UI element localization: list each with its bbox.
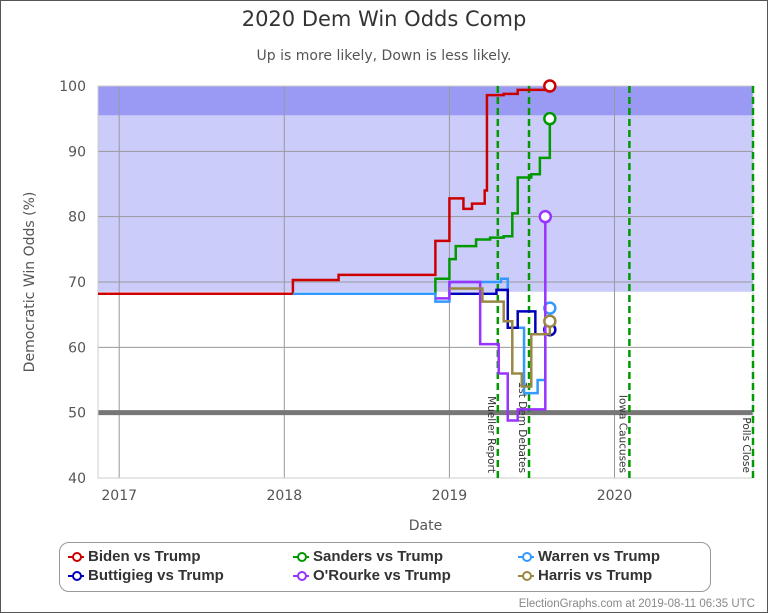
band-1	[98, 115, 753, 292]
y-tick-label: 70	[68, 275, 86, 291]
legend-marker-icon	[293, 551, 309, 562]
legend-marker-icon	[518, 570, 534, 581]
legend-marker-icon	[293, 570, 309, 581]
chart-title: 2020 Dem Win Odds Comp	[241, 7, 527, 31]
legend-item[interactable]: Buttigieg vs Trump	[68, 567, 224, 584]
legend-item[interactable]: Warren vs Trump	[518, 548, 660, 565]
credit: ElectionGraphs.com at 2019-08-11 06:35 U…	[518, 598, 755, 610]
y-tick-label: 60	[68, 340, 86, 356]
chart-subtitle: Up is more likely, Down is less likely.	[256, 48, 512, 64]
series-line-0	[98, 86, 552, 296]
event-label: 1st Dem Debates	[516, 382, 528, 473]
y-tick-label: 40	[68, 471, 86, 487]
series-line-5	[449, 287, 552, 388]
plot-area: 40 50 60 70 80 90 100 2017 2018 2019 2020 Mueller R…	[22, 79, 755, 534]
legend-label: O'Rourke vs Trump	[313, 567, 451, 584]
legend-label: Warren vs Trump	[538, 548, 660, 565]
series-line-1	[292, 118, 552, 296]
x-tick-label: 2019	[432, 488, 468, 504]
legend-label: Buttigieg vs Trump	[88, 567, 224, 584]
event-label: Iowa Caucuses	[616, 395, 628, 473]
legend-label: Biden vs Trump	[88, 548, 201, 565]
series-line-4	[435, 216, 547, 422]
y-axis-title: Democratic Win Odds (%)	[22, 192, 38, 373]
legend-item[interactable]: Sanders vs Trump	[293, 548, 443, 565]
x-tick-label: 2020	[597, 488, 633, 504]
legend-marker-icon	[518, 551, 534, 562]
legend-label: Sanders vs Trump	[313, 548, 444, 565]
plot-border	[97, 85, 754, 479]
y-tick-label: 100	[59, 79, 86, 95]
series-end-marker-5	[543, 314, 557, 328]
x-tick-label: 2018	[266, 488, 302, 504]
x-axis-title: Date	[409, 518, 442, 534]
legend-marker-icon	[68, 570, 84, 581]
x-tick-label: 2017	[101, 488, 137, 504]
legend-item[interactable]: Harris vs Trump	[518, 567, 652, 584]
series-end-marker-1	[543, 111, 557, 126]
y-tick-label: 50	[68, 406, 86, 422]
series-end-marker-0	[543, 79, 557, 93]
band-0	[98, 86, 753, 116]
legend-marker-icon	[68, 551, 84, 562]
event-label: Polls Close	[740, 417, 752, 473]
y-tick-label: 80	[68, 210, 86, 226]
legend-item[interactable]: Biden vs Trump	[68, 548, 201, 565]
series-line-3	[449, 288, 552, 336]
event-label: Mueller Report	[485, 396, 497, 473]
series-end-marker-4	[538, 209, 553, 224]
legend: Biden vs Trump Sanders vs Trump Warren vs …	[59, 542, 711, 592]
y-tick-label: 90	[68, 144, 86, 160]
legend-item[interactable]: O'Rourke vs Trump	[293, 567, 451, 584]
legend-label: Harris vs Trump	[538, 567, 653, 584]
